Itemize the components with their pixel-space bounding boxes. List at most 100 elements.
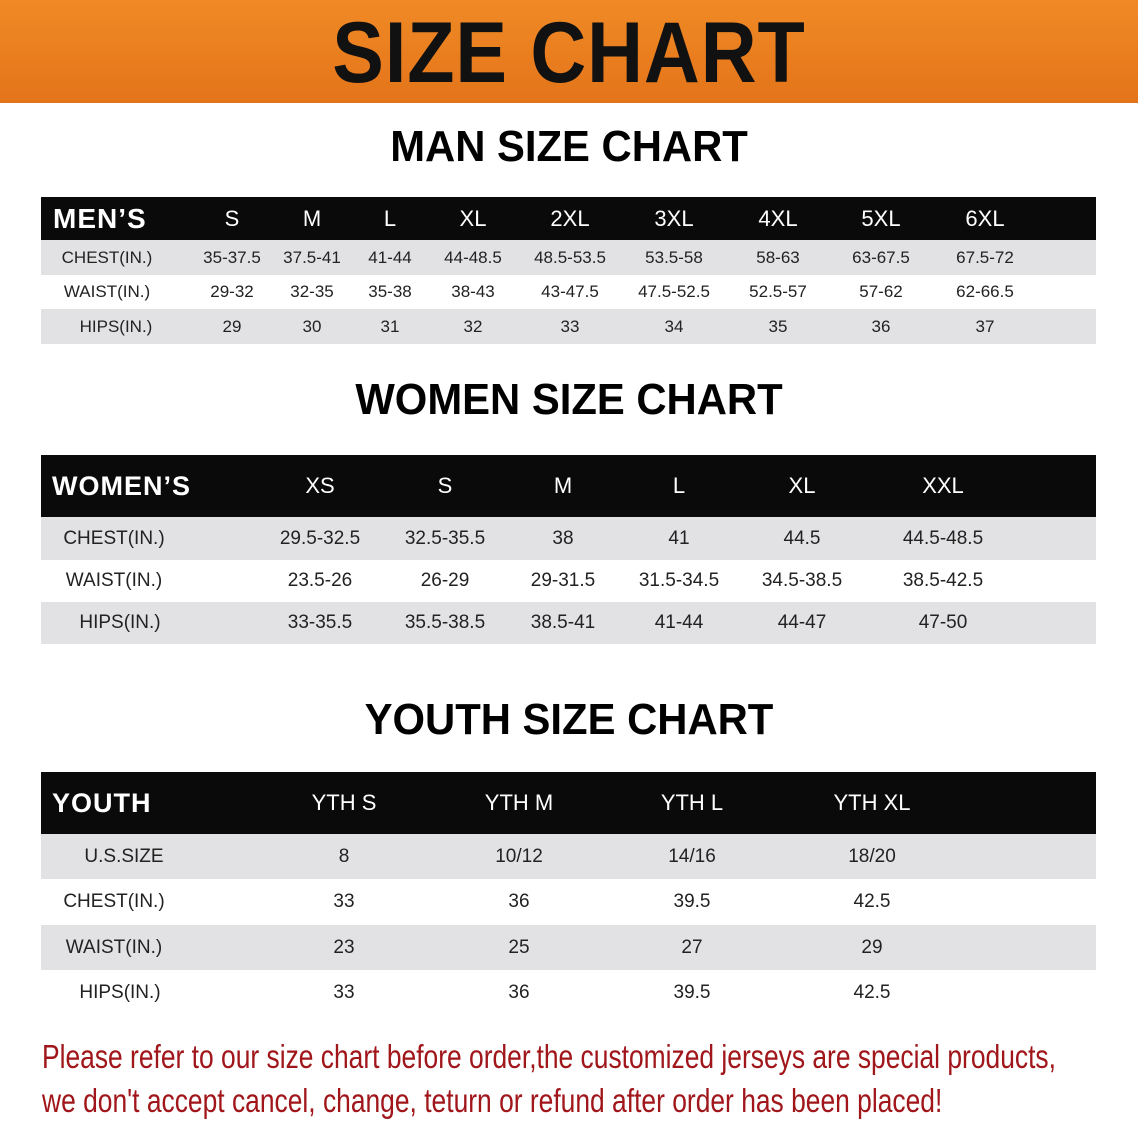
size-column-header: 4XL — [758, 205, 798, 231]
table-cell: 37 — [975, 316, 995, 336]
size-column-header: XXL — [922, 473, 964, 498]
table-row: HIPS(IN.) 29 30 31 32 33 34 35 36 37 — [41, 309, 1096, 344]
measurement-label: U.S.SIZE — [84, 845, 164, 867]
table-cell: 36 — [871, 316, 891, 336]
table-cell: 18/20 — [848, 845, 896, 867]
table-cell: 52.5-57 — [749, 282, 807, 301]
table-cell: 26-29 — [420, 570, 470, 591]
size-column-header: YTH S — [311, 790, 377, 815]
men-section-title: MAN SIZE CHART — [390, 122, 748, 171]
table-cell: 38.5-42.5 — [902, 570, 984, 591]
table-cell: 37.5-41 — [283, 247, 341, 267]
table-cell: 58-63 — [756, 247, 800, 267]
table-cell: 67.5-72 — [956, 247, 1014, 267]
men-table-heading: MEN’S — [53, 202, 147, 234]
table-cell: 53.5-58 — [645, 247, 703, 267]
table-cell: 42.5 — [853, 891, 891, 912]
youth-table-heading: YOUTH — [52, 787, 152, 818]
women-header-row: WOMEN’S XS S M L XL XXL — [41, 455, 1096, 517]
youth-section-title: YOUTH SIZE CHART — [364, 695, 774, 744]
size-column-header: 2XL — [550, 205, 590, 231]
table-cell: 29-31.5 — [530, 570, 596, 591]
size-column-header: L — [383, 205, 397, 231]
measurement-label: HIPS(IN.) — [79, 316, 153, 336]
table-cell: 29-32 — [210, 282, 254, 301]
size-column-header: M — [553, 473, 573, 498]
table-row: CHEST(IN.) 29.5-32.5 32.5-35.5 38 41 44.5 44.5… — [41, 517, 1096, 560]
women-section-title: WOMEN SIZE CHART — [355, 375, 783, 424]
table-cell: 41-44 — [368, 247, 412, 267]
table-cell: 32.5-35.5 — [404, 527, 486, 549]
table-cell: 35.5-38.5 — [404, 612, 486, 633]
table-cell: 27 — [681, 936, 703, 958]
measurement-label: WAIST(IN.) — [65, 570, 163, 591]
table-cell: 35-37.5 — [203, 247, 261, 267]
measurement-label: CHEST(IN.) — [63, 891, 165, 912]
table-cell: 39.5 — [673, 981, 711, 1003]
table-cell: 31 — [380, 316, 400, 336]
table-cell: 34.5-38.5 — [761, 570, 843, 591]
table-cell: 14/16 — [668, 845, 716, 867]
table-cell: 63-67.5 — [852, 247, 910, 267]
banner: SIZE CHART — [0, 0, 1138, 103]
measurement-label: WAIST(IN.) — [65, 936, 163, 958]
table-cell: 38-43 — [451, 282, 495, 301]
table-row: WAIST(IN.) 23 25 27 29 — [41, 925, 1096, 970]
women-table-heading: WOMEN’S — [52, 470, 191, 501]
table-cell: 33 — [560, 316, 580, 336]
table-cell: 10/12 — [495, 845, 543, 867]
size-column-header: XL — [788, 473, 816, 498]
table-cell: 38.5-41 — [530, 612, 596, 633]
table-cell: 33 — [333, 981, 355, 1003]
size-column-header: YTH L — [660, 790, 724, 815]
youth-header-row: YOUTH YTH S YTH M YTH L YTH XL — [41, 772, 1096, 834]
table-cell: 44.5 — [783, 527, 821, 549]
table-cell: 23 — [333, 936, 355, 958]
table-cell: 36 — [508, 981, 530, 1003]
table-cell: 34 — [664, 316, 684, 336]
table-cell: 8 — [338, 845, 350, 867]
notice-line-2: we don't accept cancel, change, teturn o… — [42, 1082, 943, 1119]
size-column-header: 5XL — [861, 205, 901, 231]
banner-title: SIZE CHART — [332, 5, 806, 101]
table-cell: 29 — [222, 316, 242, 336]
table-cell: 29 — [861, 936, 883, 958]
table-cell: 42.5 — [853, 981, 891, 1003]
table-row: HIPS(IN.) 33 36 39.5 42.5 — [41, 970, 1096, 1015]
table-cell: 47-50 — [918, 612, 968, 633]
table-cell: 39.5 — [673, 891, 711, 912]
table-cell: 44-47 — [777, 612, 827, 633]
size-column-header: 6XL — [965, 205, 1005, 231]
table-cell: 25 — [508, 936, 530, 958]
men-size-table: MEN’S S M L XL 2XL 3XL 4XL 5XL 6XL CHEST(IN.) 35-37… — [41, 197, 1096, 344]
measurement-label: HIPS(IN.) — [79, 981, 161, 1003]
table-cell: 44-48.5 — [444, 247, 502, 267]
table-cell: 62-66.5 — [956, 282, 1014, 301]
size-column-header: S — [224, 205, 240, 231]
men-header-row: MEN’S S M L XL 2XL 3XL 4XL 5XL 6XL — [41, 197, 1096, 240]
table-cell: 33 — [333, 891, 355, 912]
table-row: WAIST(IN.) 23.5-26 26-29 29-31.5 31.5-34.5 34… — [41, 560, 1096, 602]
table-row: U.S.SIZE 8 10/12 14/16 18/20 — [41, 834, 1096, 879]
table-row: CHEST(IN.) 35-37.5 37.5-41 41-44 44-48.5 48.5… — [41, 240, 1096, 275]
table-cell: 30 — [302, 316, 322, 336]
size-column-header: YTH XL — [833, 790, 911, 815]
table-cell: 23.5-26 — [287, 570, 353, 591]
size-column-header: M — [302, 205, 322, 231]
table-cell: 57-62 — [859, 282, 903, 301]
notice-line-1: Please refer to our size chart before or… — [42, 1038, 1056, 1075]
table-cell: 29.5-32.5 — [279, 527, 361, 549]
table-row: CHEST(IN.) 33 36 39.5 42.5 — [41, 879, 1096, 925]
measurement-label: CHEST(IN.) — [61, 247, 153, 267]
table-cell: 43-47.5 — [541, 282, 599, 301]
size-column-header: XL — [459, 205, 487, 231]
table-cell: 33-35.5 — [287, 612, 353, 633]
size-column-header: YTH M — [484, 790, 554, 815]
table-cell: 32-35 — [290, 282, 334, 301]
size-column-header: L — [672, 473, 686, 498]
table-row: HIPS(IN.) 33-35.5 35.5-38.5 38.5-41 41-44 44-… — [41, 602, 1096, 644]
measurement-label: HIPS(IN.) — [79, 612, 161, 633]
table-cell: 35 — [768, 316, 788, 336]
table-cell: 47.5-52.5 — [638, 282, 710, 301]
size-column-header: XS — [305, 473, 335, 498]
